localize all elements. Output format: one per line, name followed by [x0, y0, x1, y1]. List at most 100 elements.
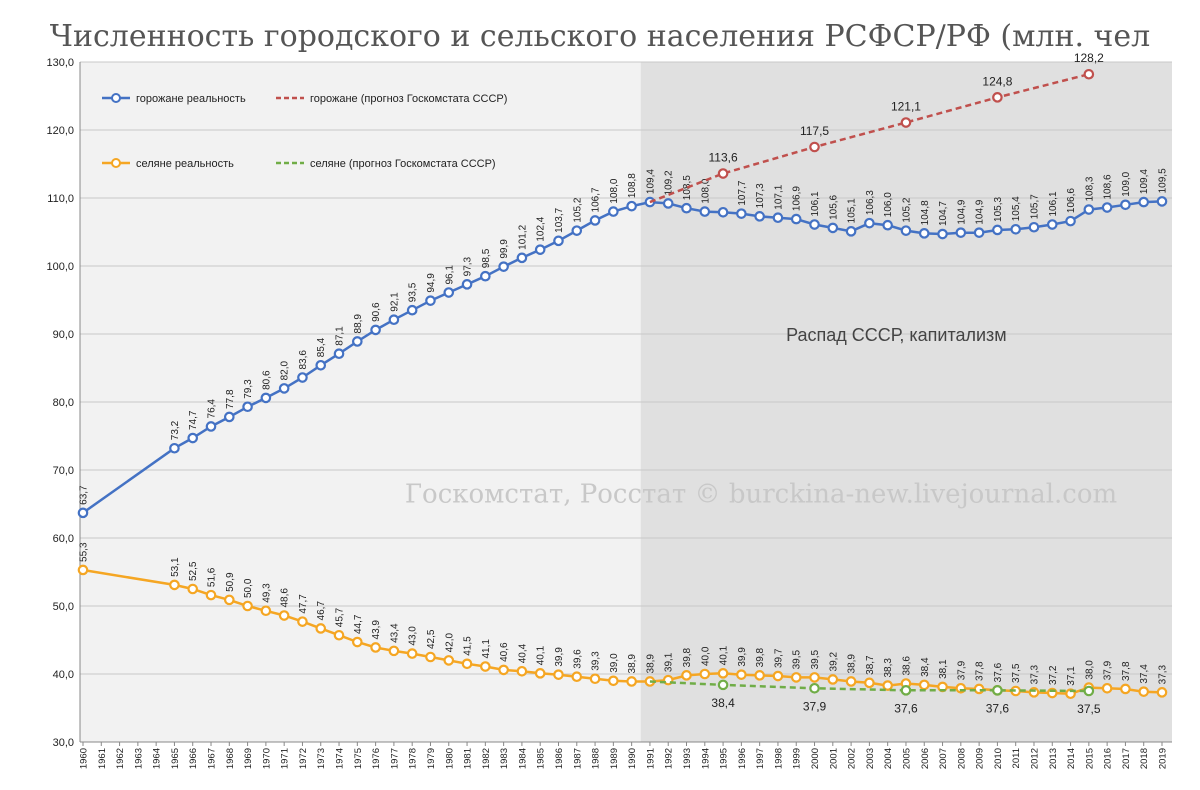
data-label: 105,7: [1029, 194, 1040, 219]
data-point: [297, 372, 308, 383]
x-tick-label: 1962: [115, 748, 126, 769]
data-label: 42,0: [444, 632, 455, 652]
data-label: 121,1: [891, 100, 921, 114]
data-label: 39,5: [810, 649, 821, 669]
data-point: [498, 664, 509, 676]
data-label: 49,3: [261, 583, 272, 603]
data-point: [608, 675, 619, 687]
legend-item: селяне реальность: [102, 158, 234, 170]
data-point: [425, 295, 436, 306]
data-label: 109,4: [1139, 169, 1150, 194]
data-label: 108,6: [1103, 174, 1114, 199]
data-label: 105,6: [828, 194, 839, 219]
data-point: [717, 168, 729, 179]
data-point: [772, 212, 784, 224]
data-point: [900, 225, 912, 236]
data-point: [516, 665, 528, 677]
data-point: [717, 206, 729, 218]
legend-label: селяне (прогноз Госкомстата СССР): [310, 158, 496, 170]
data-point: [1083, 68, 1095, 80]
data-point: [864, 677, 875, 689]
x-tick-label: 2008: [956, 748, 967, 769]
data-label: 55,3: [79, 542, 90, 562]
data-label: 37,8: [1121, 661, 1132, 681]
data-label: 46,7: [316, 601, 327, 621]
data-label: 79,3: [243, 379, 254, 399]
x-tick-label: 1998: [773, 748, 784, 769]
x-tick-label: 1965: [170, 748, 181, 769]
data-label: 37,5: [1077, 702, 1101, 716]
data-label: 39,7: [773, 648, 784, 668]
data-point: [169, 442, 180, 454]
data-point: [1083, 204, 1095, 215]
data-label: 106,0: [883, 192, 894, 217]
x-tick-label: 1968: [225, 748, 236, 769]
data-point: [699, 206, 711, 217]
data-label: 38,3: [883, 658, 894, 678]
data-label: 107,1: [773, 184, 784, 209]
data-point: [626, 676, 637, 687]
x-tick-label: 1963: [133, 748, 144, 769]
y-tick-label: 30,0: [53, 737, 74, 749]
data-point: [827, 674, 839, 685]
data-label: 43,0: [408, 626, 419, 646]
data-point: [205, 421, 217, 432]
legend-label: горожане (прогноз Госкомстата СССР): [310, 93, 507, 105]
data-point: [1046, 219, 1058, 230]
data-label: 38,6: [901, 656, 912, 676]
data-label: 105,1: [847, 198, 858, 223]
data-point: [662, 198, 674, 209]
data-point: [681, 202, 692, 214]
data-label: 107,3: [755, 183, 766, 208]
gridlines: [80, 61, 1172, 743]
y-tick-label: 100,0: [46, 261, 74, 273]
region-annotation: Распад СССР, капитализм: [786, 325, 1007, 345]
x-tick-label: 2003: [865, 748, 876, 769]
data-label: 41,1: [481, 639, 492, 659]
data-point: [480, 270, 491, 282]
y-tick-label: 50,0: [53, 601, 74, 613]
data-label: 38,0: [1084, 660, 1095, 680]
legend-item: горожане (прогноз Госкомстата СССР): [276, 93, 507, 105]
x-tick-label: 2004: [883, 748, 894, 769]
data-point: [1101, 202, 1113, 213]
x-tick-label: 1991: [645, 748, 656, 769]
data-point: [845, 226, 857, 237]
x-tick-label: 1973: [316, 748, 327, 769]
data-label: 40,1: [719, 645, 730, 665]
data-label: 74,7: [188, 410, 199, 430]
data-label: 109,0: [1121, 171, 1132, 196]
data-label: 39,0: [609, 653, 620, 673]
x-tick-label: 1977: [389, 748, 400, 769]
data-label: 104,7: [938, 201, 949, 226]
data-point: [900, 117, 912, 128]
data-point: [992, 685, 1003, 696]
data-label: 108,3: [1084, 176, 1095, 201]
data-label: 108,0: [609, 178, 620, 203]
y-tick-label: 60,0: [53, 533, 74, 545]
data-point: [736, 669, 747, 680]
x-tick-label: 2000: [810, 748, 821, 769]
data-point: [1101, 682, 1113, 694]
x-tick-label: 1994: [700, 748, 711, 769]
x-tick-label: 1995: [719, 748, 730, 769]
data-label: 87,1: [335, 326, 346, 346]
y-tick-label: 90,0: [53, 329, 74, 341]
data-point: [224, 594, 235, 606]
data-point: [717, 679, 729, 691]
x-tick-label: 1979: [426, 748, 437, 769]
data-point: [516, 252, 528, 264]
data-label: 39,8: [755, 647, 766, 667]
x-tick-label: 1993: [682, 748, 693, 769]
data-point: [534, 244, 546, 255]
data-point: [260, 392, 272, 404]
data-label: 38,9: [627, 654, 638, 674]
x-tick-label: 2013: [1048, 748, 1059, 769]
y-tick-label: 40,0: [53, 669, 74, 681]
x-tick-label: 1981: [463, 748, 474, 769]
data-label: 39,9: [737, 647, 748, 667]
data-point: [736, 208, 747, 219]
data-label: 47,7: [298, 594, 309, 614]
x-tick-label: 1997: [755, 748, 766, 769]
